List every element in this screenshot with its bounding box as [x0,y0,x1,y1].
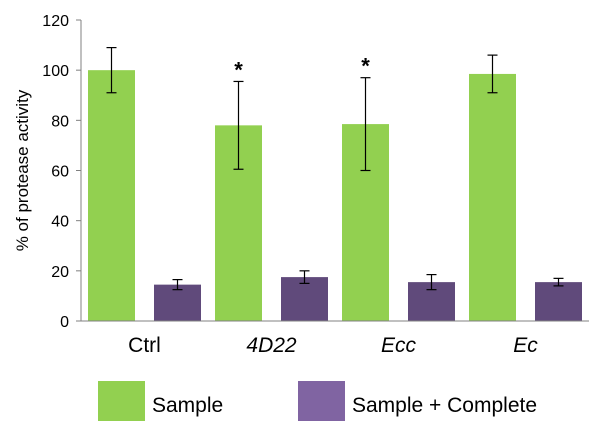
category-labels: Ctrl 4D22 Ecc Ec [128,334,538,357]
legend: Sample Sample + Complete [98,381,537,421]
y-tick-label: 100 [42,63,69,80]
error-bar [299,270,310,284]
significance-asterisk: * [234,57,243,82]
y-tick-label: 20 [51,264,69,281]
error-bar [487,54,498,94]
bar-sample [88,70,135,322]
x-category-label: Ecc [381,334,417,357]
legend-label: Sample + Complete [352,394,537,417]
legend-label: Sample [152,394,223,417]
x-category-label: Ec [513,334,538,357]
y-tick-label: 80 [51,113,69,130]
y-axis-ticks: 0 20 40 60 80 100 120 [42,13,81,331]
bar-sample [469,73,516,321]
legend-swatch [298,381,345,421]
y-tick-label: 60 [51,164,69,181]
y-tick-label: 120 [42,13,69,30]
annotations: * * [234,54,370,83]
y-tick-label: 0 [60,314,69,331]
x-category-label: Ctrl [128,334,161,357]
error-bar [233,80,244,170]
y-axis-title: % of protease activity [13,89,32,251]
bar-sample-complete [154,284,201,321]
significance-asterisk: * [361,54,370,79]
bar-sample-complete [535,282,582,321]
error-bar [106,46,117,94]
x-category-label: 4D22 [246,334,297,357]
error-bar [172,279,183,291]
error-bar [426,273,437,291]
error-bar [553,277,564,287]
bars [88,70,582,322]
error-bars [106,46,564,291]
error-bar [360,77,371,172]
legend-swatch [98,381,145,421]
y-tick-label: 40 [51,214,69,231]
bar-sample-complete [281,277,328,321]
